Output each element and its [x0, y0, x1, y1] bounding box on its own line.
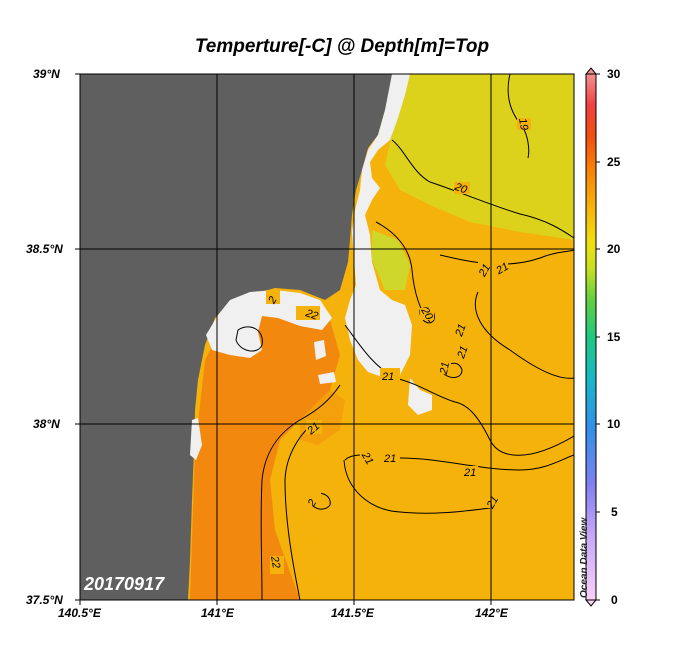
contour-label: 21	[453, 322, 469, 339]
colorbar-bottom-arrow	[584, 599, 598, 607]
contour-label: 21	[358, 449, 375, 466]
ocean-data-view-watermark: Ocean Data View	[579, 517, 590, 598]
grid-lines	[80, 74, 574, 600]
cool-water-region	[385, 74, 574, 240]
longitude-label: 142°E	[475, 606, 508, 620]
contour-label: 22	[303, 307, 320, 323]
no-data-patch-east	[408, 378, 432, 415]
colorbar-label: 10	[607, 417, 621, 431]
contour-label: 21	[381, 371, 394, 383]
contour-label-group: 19 20 20 21 21 21 21 21 21 21 21 21 21 2…	[266, 117, 530, 569]
longitude-label: 140.5°E	[58, 606, 101, 620]
cool-water-region-2	[372, 230, 410, 290]
contour-label: 20	[452, 181, 469, 197]
map-title: Temperture[-C] @ Depth[m]=Top	[194, 36, 490, 57]
contour-label: 21	[383, 453, 396, 465]
contour-label: 21	[484, 494, 501, 511]
colorbar-label: 15	[607, 330, 621, 344]
contour-label: 22	[268, 554, 282, 569]
contour-label: 19	[516, 117, 530, 131]
contour-lines	[235, 74, 574, 600]
no-data-patch-small-2	[318, 372, 336, 384]
no-data-patch-south-coast	[190, 418, 202, 460]
contour-label: 21	[493, 261, 510, 278]
colorbar-label: 5	[611, 505, 618, 519]
contour-label: 21	[476, 262, 493, 279]
axis-ticks	[75, 73, 492, 605]
date-label: 20170917	[84, 574, 165, 594]
latitude-label: 38°N	[33, 417, 60, 431]
latitude-label: 38.5°N	[26, 242, 63, 256]
contour-label: 21	[438, 361, 452, 376]
map-frame	[79, 73, 575, 601]
colorbar-top-arrow	[584, 67, 598, 75]
colorbar-label: 25	[607, 155, 621, 169]
contour-label-backgrounds	[266, 118, 531, 574]
no-data-patch-north	[345, 74, 412, 378]
colorbar-label: 0	[611, 593, 618, 607]
longitude-label: 141.5°E	[331, 606, 374, 620]
colorbar-label: 30	[607, 67, 621, 81]
colorbar	[584, 67, 600, 607]
warm-water-region	[190, 300, 340, 600]
colorbar-label: 20	[607, 242, 621, 256]
contour-label: 21	[455, 344, 471, 361]
latitude-label: 39°N	[33, 67, 60, 81]
land-area	[80, 74, 395, 600]
longitude-label: 141°E	[201, 606, 234, 620]
no-data-patch-small	[314, 340, 326, 360]
latitude-label: 37.5°N	[26, 593, 63, 607]
contour-label: 21	[463, 467, 476, 479]
